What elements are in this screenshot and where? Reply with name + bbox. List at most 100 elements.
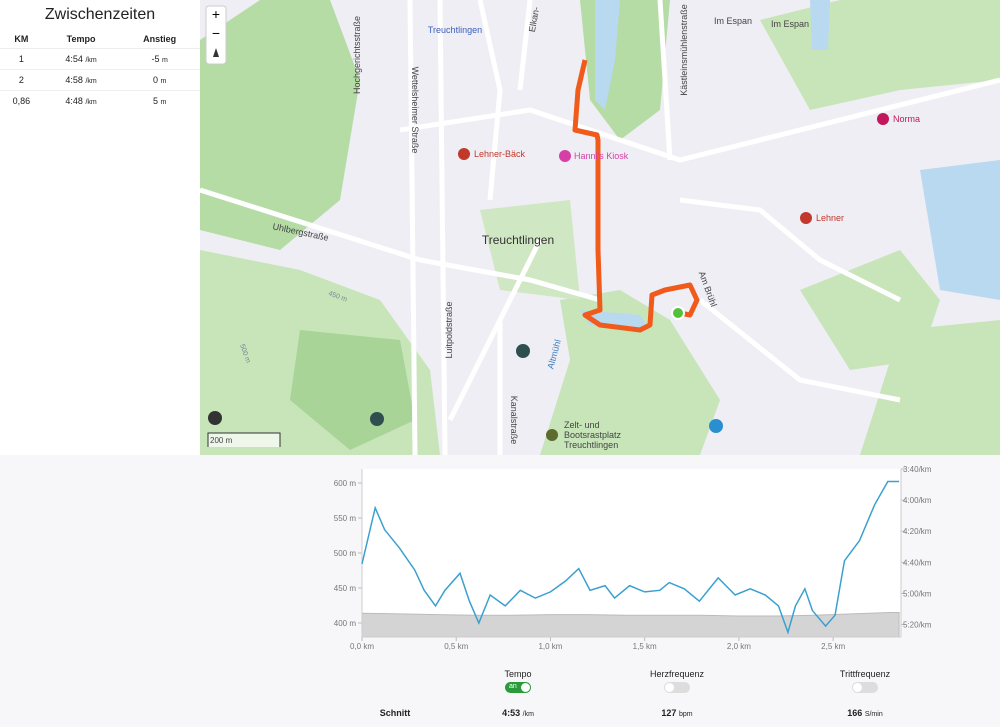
info-button[interactable] (208, 411, 222, 425)
toggle-label: Herzfrequenz (649, 669, 705, 679)
map-label: Norma (893, 114, 920, 124)
km: 1 (0, 48, 43, 70)
unit: /km (85, 57, 97, 64)
parking-icon (516, 344, 530, 358)
poi-icon (458, 148, 470, 160)
unit: bpm (678, 711, 693, 718)
unit: m (160, 78, 167, 85)
map-label: Kästleinsmühlenstraße (679, 4, 689, 96)
poi-icon (877, 113, 889, 125)
map-labels: Treuchtlingen Hochgerichtsstraße Wettels… (210, 4, 920, 450)
poi-icon (546, 429, 558, 441)
compass[interactable] (213, 48, 219, 57)
summary-label: Schnitt (379, 708, 411, 718)
y2-tick-label: 5:20/km (903, 621, 932, 630)
value: 4:53 (502, 708, 521, 718)
water (580, 0, 1000, 330)
zoom-out[interactable]: − (212, 25, 220, 41)
header: Tempo (66, 34, 96, 44)
split-row: 2 4:58 /km 0 m (0, 69, 200, 91)
toggle-knob (665, 683, 674, 692)
map-label: Wettelsheimer Straße (410, 67, 420, 154)
y-tick-label: 450 m (334, 584, 357, 593)
header: KM (14, 34, 29, 44)
summary-cadence: 166 S/min (847, 708, 882, 718)
tempo: 4:54 /km (42, 48, 120, 70)
x-tick-label: 0,5 km (444, 642, 468, 651)
toggle-switch[interactable] (852, 682, 878, 693)
scale-bar (207, 432, 281, 447)
summary-hr: 127 bpm (661, 708, 692, 718)
splits-table: KM Tempo Anstieg 1 4:54 /km -5 m 2 4:58 /km 0… (0, 30, 200, 111)
toggle-label: Tempo (504, 669, 532, 679)
value: 166 (847, 708, 863, 718)
y2-tick-label: 4:20/km (903, 527, 932, 536)
y-tick-label: 400 m (334, 619, 357, 628)
map-label: Treuchtlingen (564, 440, 618, 450)
toggle-switch[interactable] (664, 682, 690, 693)
tempo: 4:48 /km (42, 90, 120, 111)
splits-title: Zwischenzeiten (44, 6, 156, 23)
route (572, 59, 700, 333)
zoom-controls (205, 5, 227, 65)
header: Anstieg (143, 34, 177, 44)
value: -5 (151, 54, 160, 64)
map-label: Hanni's Kiosk (574, 151, 629, 161)
summary-tempo: 4:53 /km (502, 708, 534, 718)
value: 0 (152, 75, 158, 85)
unit: /km (522, 711, 534, 718)
map-label: Elkan- (527, 6, 541, 33)
parking-icon (370, 412, 384, 426)
splits-panel: Zwischenzeiten KM Tempo Anstieg 1 4:54 /k… (0, 0, 200, 455)
map-label: Zelt- und (564, 420, 600, 430)
anstieg: -5 m (119, 48, 200, 70)
unit: /km (85, 78, 97, 85)
map-label: Bootsrastplatz (564, 430, 622, 440)
map-label: 200 m (210, 436, 233, 445)
km: 0,86 (0, 90, 43, 111)
map-label: Treuchtlingen (428, 25, 482, 35)
anstieg: 5 m (119, 90, 200, 111)
y2-tick-label: 4:00/km (903, 496, 932, 505)
x-tick-label: 1,0 km (538, 642, 562, 651)
zoom-in[interactable]: + (212, 6, 220, 22)
map[interactable]: + − Treuchtlingen Hochgerichtsstraße Wet… (200, 0, 1000, 455)
y-tick-label: 600 m (334, 479, 357, 488)
unit: S/min (864, 711, 883, 718)
viewpoint-icon (709, 419, 723, 433)
plot-bg (362, 469, 901, 637)
toggle-knob (521, 683, 530, 692)
map-label: Lehner (816, 213, 844, 223)
map-label: Treuchtlingen (482, 233, 554, 247)
x-tick-label: 0,0 km (350, 642, 374, 651)
y2-tick-label: 3:40/km (903, 465, 932, 474)
x-tick-label: 2,0 km (727, 642, 751, 651)
split-row: 0,86 4:48 /km 5 m (0, 90, 200, 111)
poi-icon (800, 212, 812, 224)
anstieg: 0 m (119, 69, 200, 91)
map-label: Luitpoldstraße (444, 301, 454, 358)
poi-icon (559, 150, 571, 162)
split-row: 1 4:54 /km -5 m (0, 48, 200, 70)
map-label: Im Espan (771, 19, 809, 29)
x-tick-label: 1,5 km (633, 642, 657, 651)
y-tick-label: 550 m (334, 514, 357, 523)
value: 4:58 (65, 75, 83, 85)
roads (200, 0, 1000, 455)
toggle-label: Trittfrequenz (839, 669, 891, 679)
x-tick-label: 2,5 km (821, 642, 845, 651)
km: 2 (0, 69, 43, 91)
unit: m (162, 57, 168, 64)
map-label: Im Espan (714, 16, 752, 26)
y2-tick-label: 4:40/km (903, 558, 932, 567)
value: 4:54 (65, 54, 83, 64)
y2-tick-label: 5:00/km (903, 589, 932, 598)
toggle-switch[interactable]: an (505, 682, 531, 693)
pace-line (361, 480, 900, 635)
value: 5 (152, 96, 158, 106)
toggle-knob (853, 683, 862, 692)
elevation-area (361, 612, 900, 638)
chart: 400 m 450 m 500 m 550 m 600 m 3:40/km 4:00/km 4… (334, 465, 932, 651)
y-tick-label: 500 m (334, 549, 357, 558)
